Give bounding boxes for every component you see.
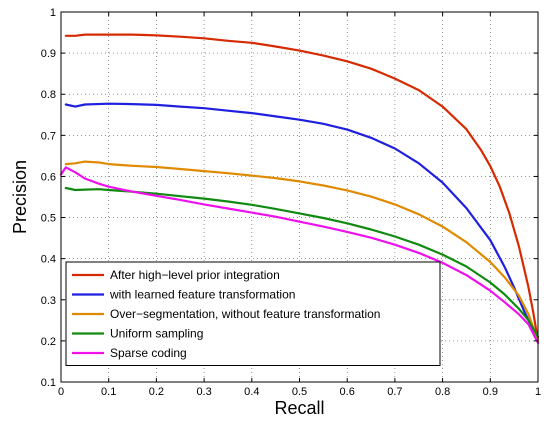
- y-axis-label: Precision: [10, 160, 30, 234]
- x-tick-label: 0.9: [483, 386, 498, 398]
- legend-label-5: Sparse coding: [110, 346, 187, 360]
- y-tick-label: 0.2: [41, 336, 56, 348]
- series-line-5: [59, 166, 540, 344]
- x-tick-label: 0.1: [101, 386, 116, 398]
- x-tick-label: 0.3: [196, 386, 211, 398]
- y-tick-label: 0.5: [41, 213, 56, 225]
- x-tick-label: 0.8: [435, 386, 450, 398]
- axis-ticks: 0 0.1 0.2 0.3 0.4 0.5 0.6 0.7 0.8 0.9 10.10.20.30.…: [41, 7, 541, 398]
- legend-label-1: After high−level prior integration: [110, 268, 280, 282]
- y-tick-label: 0.1: [41, 377, 56, 389]
- x-tick-label: 0.5: [292, 386, 307, 398]
- legend-label-3: Over−segmentation, without feature trans…: [110, 307, 380, 321]
- legend: After high−level prior integration with l…: [65, 261, 441, 366]
- x-tick-label: 1: [535, 386, 541, 398]
- x-tick-label: 0: [58, 386, 64, 398]
- series-lines: [59, 33, 540, 344]
- y-tick-label: 0.3: [41, 295, 56, 307]
- series-line-3: [64, 160, 540, 342]
- x-axis-label: Recall: [274, 398, 324, 418]
- legend-box: [65, 261, 441, 366]
- x-tick-label: 0.2: [149, 386, 164, 398]
- series-line-2: [64, 102, 540, 342]
- series-line-4: [64, 186, 540, 338]
- y-tick-label: 0.6: [41, 171, 56, 183]
- y-tick-label: 0.9: [41, 48, 56, 60]
- y-tick-label: 0.8: [41, 89, 56, 101]
- x-tick-label: 0.7: [387, 386, 402, 398]
- legend-label-2: with learned feature transformation: [109, 288, 295, 302]
- series-line-1: [64, 33, 540, 342]
- legend-label-4: Uniform sampling: [110, 327, 203, 341]
- y-tick-label: 0.7: [41, 130, 56, 142]
- x-tick-label: 0.4: [244, 386, 259, 398]
- y-tick-label: 1: [50, 7, 56, 19]
- x-tick-label: 0.6: [340, 386, 355, 398]
- y-tick-label: 0.4: [41, 254, 56, 266]
